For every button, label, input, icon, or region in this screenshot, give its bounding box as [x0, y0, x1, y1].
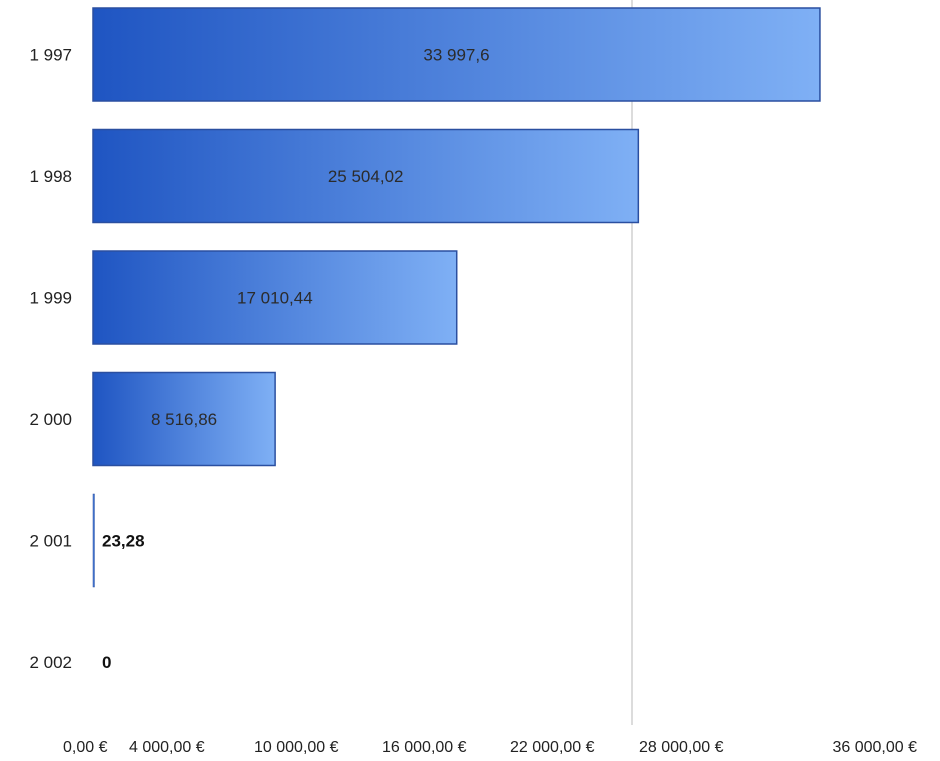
bar-3	[92, 371, 276, 467]
value-label: 8 516,86	[151, 410, 217, 429]
category-label: 2 001	[29, 532, 72, 551]
bars-group	[92, 7, 821, 588]
x-tick-label: 36 000,00 €	[832, 739, 917, 756]
x-tick-label: 28 000,00 €	[639, 739, 724, 756]
value-labels: 33 997,6 25 504,02 17 010,44 8 516,86 23,28 0	[102, 46, 490, 673]
category-label: 1 998	[29, 167, 72, 186]
x-tick-label: 4 000,00 €	[129, 739, 205, 756]
bar-0	[92, 7, 821, 102]
category-label: 2 002	[29, 653, 72, 672]
x-axis-tick-labels: 0,00 € 4 000,00 € 10 000,00 € 16 000,00 € 22…	[63, 739, 917, 756]
category-label: 1 997	[29, 46, 72, 65]
value-label: 0	[102, 653, 111, 672]
value-label: 33 997,6	[423, 46, 489, 65]
value-label: 23,28	[102, 532, 145, 551]
x-tick-label: 0,00 €	[63, 739, 108, 756]
x-tick-label: 22 000,00 €	[510, 739, 595, 756]
x-tick-label: 16 000,00 €	[382, 739, 467, 756]
bar-4	[92, 493, 95, 588]
category-label: 1 999	[29, 289, 72, 308]
category-labels: 1 997 1 998 1 999 2 000 2 001 2 002	[29, 46, 72, 673]
category-label: 2 000	[29, 410, 72, 429]
bar-2	[92, 250, 458, 345]
bar-1	[92, 128, 640, 224]
value-label: 25 504,02	[328, 167, 404, 186]
x-tick-label: 10 000,00 €	[254, 739, 339, 756]
value-label: 17 010,44	[237, 289, 313, 308]
